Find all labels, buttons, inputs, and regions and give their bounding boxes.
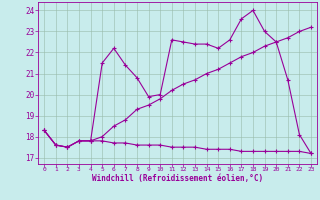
X-axis label: Windchill (Refroidissement éolien,°C): Windchill (Refroidissement éolien,°C): [92, 174, 263, 183]
